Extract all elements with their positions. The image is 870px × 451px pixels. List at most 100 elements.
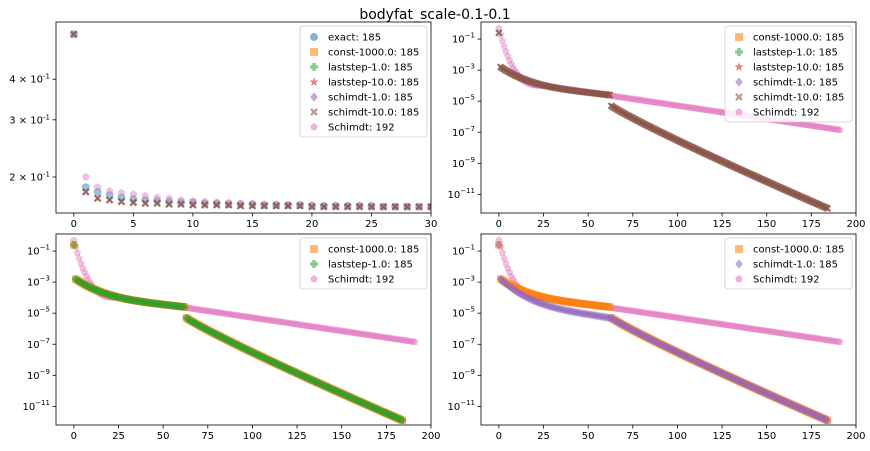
- legend-marker: [735, 245, 743, 253]
- data-point: [823, 336, 832, 344]
- data-point: [350, 329, 358, 336]
- x-tick-label: 150: [332, 431, 351, 442]
- y-tick-label: 10−5: [452, 94, 475, 108]
- data-point: [507, 60, 515, 68]
- data-point: [379, 202, 388, 211]
- y-tick-label: 10−9: [27, 368, 50, 382]
- data-point: [189, 305, 198, 312]
- series-laststep-1.0: [70, 241, 407, 425]
- data-point: [343, 202, 352, 211]
- data-point: [200, 201, 209, 209]
- data-point: [732, 322, 740, 330]
- data-point: [377, 333, 385, 340]
- y-tick-label: 10−3: [452, 63, 475, 77]
- data-point: [686, 315, 694, 323]
- legend-marker: [734, 62, 744, 71]
- data-point: [691, 104, 699, 112]
- x-tick-label: 175: [802, 431, 821, 442]
- data-point: [702, 318, 710, 325]
- data-point: [153, 199, 162, 208]
- figure-title: bodyfat_scale-0.1-0.1: [359, 7, 510, 23]
- y-tick-label: 10−1: [452, 32, 475, 46]
- data-point: [366, 331, 374, 339]
- data-point: [739, 323, 748, 331]
- x-tick-label: 50: [157, 431, 170, 442]
- data-point: [700, 317, 708, 325]
- data-point: [704, 318, 712, 326]
- x-axis: 0 25 50 75 100 125 150 175 200: [496, 425, 866, 442]
- data-point: [331, 202, 340, 211]
- data-point: [234, 311, 242, 319]
- data-point: [620, 305, 628, 313]
- data-point: [704, 106, 712, 114]
- legend-label: const-1000.0: 185: [328, 245, 419, 256]
- data-point: [714, 108, 723, 115]
- data-point: [400, 336, 408, 344]
- data-point: [189, 201, 197, 209]
- data-point: [804, 333, 812, 341]
- data-point: [236, 312, 244, 319]
- data-point: [117, 197, 126, 206]
- data-point: [393, 335, 401, 343]
- data-point: [202, 306, 210, 314]
- data-point: [807, 121, 815, 129]
- data-point: [797, 332, 805, 340]
- data-point: [713, 319, 721, 327]
- data-point: [713, 107, 721, 115]
- series-schimdt-10.0: [495, 29, 832, 212]
- data-point: [664, 100, 673, 108]
- data-point: [411, 338, 419, 345]
- data-point: [495, 240, 503, 250]
- data-point: [804, 121, 812, 129]
- data-point: [668, 313, 676, 320]
- data-point: [272, 202, 281, 210]
- data-point: [816, 335, 824, 343]
- data-point: [639, 96, 648, 104]
- axes-frame: [480, 21, 857, 214]
- data-point: [332, 326, 340, 334]
- x-axis: 0 25 50 75 100 125 150 175 200: [496, 213, 866, 230]
- data-point: [238, 312, 246, 320]
- x-tick-label: 25: [365, 219, 378, 230]
- x-tick-label: 30: [425, 219, 438, 230]
- data-point: [630, 307, 639, 315]
- data-point: [659, 311, 667, 319]
- data-point: [372, 332, 380, 340]
- data-point: [709, 107, 717, 115]
- data-point: [634, 96, 642, 103]
- data-point: [236, 202, 245, 210]
- data-point: [211, 308, 219, 316]
- data-point: [655, 99, 664, 107]
- legend-label: exact: 185: [328, 33, 381, 44]
- data-point: [284, 319, 292, 327]
- data-point: [93, 187, 102, 196]
- data-point: [70, 241, 78, 249]
- data-point: [673, 101, 682, 109]
- data-point: [684, 103, 692, 111]
- data-point: [805, 121, 814, 129]
- data-point: [707, 106, 715, 114]
- data-point: [200, 306, 208, 314]
- data-point: [347, 328, 355, 336]
- data-point: [498, 37, 507, 44]
- data-point: [409, 337, 417, 345]
- data-point: [630, 95, 639, 103]
- data-point: [280, 318, 289, 326]
- data-point: [232, 311, 240, 319]
- data-point: [261, 315, 269, 323]
- data-point: [209, 308, 217, 315]
- data-point: [634, 308, 642, 315]
- data-point: [711, 107, 719, 115]
- data-point: [688, 316, 696, 323]
- data-point: [618, 305, 626, 313]
- legend-marker: [310, 275, 318, 283]
- data-point: [645, 309, 653, 317]
- data-point: [802, 121, 810, 128]
- data-point: [770, 328, 778, 336]
- data-point: [716, 108, 724, 116]
- data-point: [793, 331, 801, 339]
- x-tick-label: 0: [71, 219, 77, 230]
- series-schimdt-10.0: [70, 30, 431, 211]
- data-point: [814, 334, 823, 342]
- data-point: [648, 310, 657, 317]
